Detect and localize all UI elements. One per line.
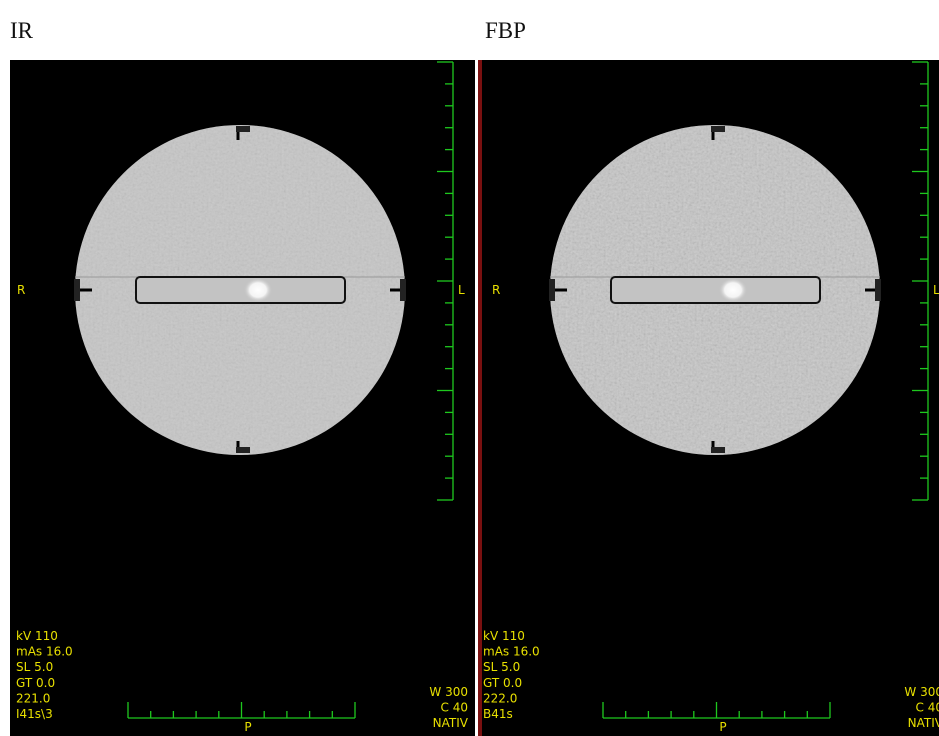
- scan-info: 222.0: [483, 691, 517, 705]
- scan-info: GT 0.0: [483, 676, 522, 690]
- orientation-bottom: P: [244, 720, 251, 734]
- scan-info: kV 110: [483, 629, 525, 643]
- insert: [136, 277, 345, 303]
- scan-info: mAs 16.0: [483, 645, 540, 659]
- viewer: IRRLPkV 110mAs 16.0SL 5.0GT 0.0221.0I41s…: [0, 0, 939, 736]
- window-info: W 300: [904, 685, 939, 699]
- scan-info: B41s: [483, 707, 513, 721]
- window-info: NATIV: [433, 716, 469, 730]
- insert-spot: [244, 278, 272, 302]
- orientation-bottom: P: [719, 720, 726, 734]
- panel-title: IR: [10, 18, 34, 43]
- scan-info: I41s\3: [16, 707, 53, 721]
- orientation-right: L: [933, 283, 939, 297]
- insert-spot: [719, 278, 747, 302]
- window-info: C 40: [441, 701, 468, 715]
- scan-info: kV 110: [16, 629, 58, 643]
- window-info: NATIV: [908, 716, 939, 730]
- scan-info: 221.0: [16, 691, 50, 705]
- marker-block: [74, 279, 80, 301]
- marker-block: [711, 447, 725, 453]
- insert: [611, 277, 820, 303]
- scan-info: SL 5.0: [16, 660, 53, 674]
- scan-info: SL 5.0: [483, 660, 520, 674]
- marker-block: [549, 279, 555, 301]
- marker-block: [400, 279, 406, 301]
- orientation-left: R: [17, 283, 25, 297]
- window-info: W 300: [429, 685, 468, 699]
- window-info: C 40: [916, 701, 939, 715]
- marker-block: [875, 279, 881, 301]
- marker-block: [711, 126, 725, 132]
- marker-block: [236, 447, 250, 453]
- orientation-right: L: [458, 283, 465, 297]
- scan-info: mAs 16.0: [16, 645, 73, 659]
- orientation-left: R: [492, 283, 500, 297]
- scan-info: GT 0.0: [16, 676, 55, 690]
- marker-block: [236, 126, 250, 132]
- panel-title: FBP: [485, 18, 526, 43]
- divider: [478, 60, 482, 736]
